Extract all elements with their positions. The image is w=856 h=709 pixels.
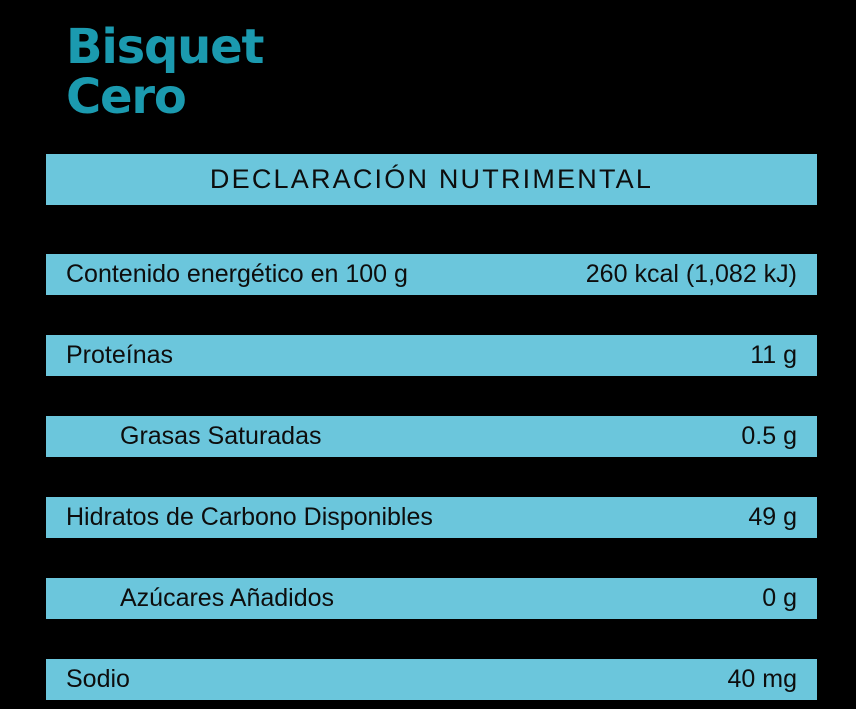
nutrition-row-value: 260 kcal (1,082 kJ) bbox=[585, 260, 797, 288]
nutrition-row: Contenido energético en 100 g 260 kcal (1… bbox=[46, 254, 817, 295]
nutrition-row-value: 40 mg bbox=[727, 665, 797, 693]
nutrition-table-header: DECLARACIÓN NUTRIMENTAL bbox=[46, 154, 817, 205]
nutrition-row-label: Proteínas bbox=[66, 341, 174, 369]
nutrition-row-label: Grasas Saturadas bbox=[120, 422, 322, 450]
nutrition-row-value: 0 g bbox=[762, 584, 797, 612]
brand-logo-line-2: Cero bbox=[66, 69, 187, 125]
nutrition-row-label: Contenido energético en 100 g bbox=[66, 260, 408, 288]
nutrition-row-label: Sodio bbox=[66, 665, 130, 693]
nutrition-facts-table: DECLARACIÓN NUTRIMENTAL Contenido energé… bbox=[46, 154, 817, 700]
nutrition-row-label: Azúcares Añadidos bbox=[120, 584, 335, 612]
nutrition-row: Sodio 40 mg bbox=[46, 659, 817, 700]
brand-logo-line-1: Bisquet bbox=[66, 19, 264, 75]
nutrition-row-value: 49 g bbox=[748, 503, 797, 531]
nutrition-table-header-label: DECLARACIÓN NUTRIMENTAL bbox=[209, 164, 654, 194]
nutrition-row: Grasas Saturadas 0.5 g bbox=[46, 416, 817, 457]
brand-logo: Bisquet Cero bbox=[66, 22, 486, 122]
nutrition-row: Hidratos de Carbono Disponibles 49 g bbox=[46, 497, 817, 538]
nutrition-row: Proteínas 11 g bbox=[46, 335, 817, 376]
nutrition-row-value: 11 g bbox=[750, 341, 797, 369]
nutrition-row-label: Hidratos de Carbono Disponibles bbox=[66, 503, 433, 531]
nutrition-row: Azúcares Añadidos 0 g bbox=[46, 578, 817, 619]
nutrition-row-list: Contenido energético en 100 g 260 kcal (1… bbox=[46, 254, 817, 700]
nutrition-row-value: 0.5 g bbox=[741, 422, 797, 450]
